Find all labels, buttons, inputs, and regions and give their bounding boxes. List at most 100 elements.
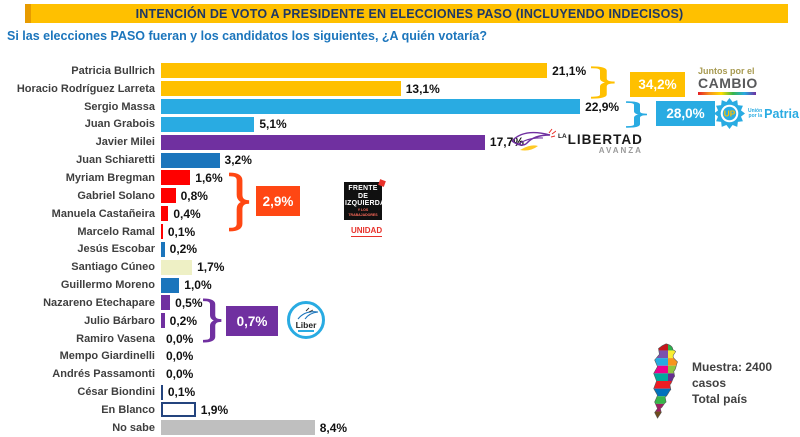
frente-de-izquierda-logo: FRENTE DE IZQUIERDA Y LOS TRABAJADORES U…: [344, 179, 386, 238]
jxc-logo-main-text: CAMBIO: [698, 75, 758, 91]
candidate-label: Santiago Cúneo: [71, 261, 155, 274]
candidate-label: Julio Bárbaro: [84, 314, 155, 327]
candidate-bar: [161, 63, 548, 79]
value-label: 0,8%: [180, 188, 208, 203]
chart-row: Mempo Giardinelli 0,0%: [0, 348, 800, 366]
group-total-value: 0,7%: [236, 313, 268, 329]
chart-row: Horacio Rodríguez Larreta 13,1%: [0, 80, 800, 98]
value-label: 0,4%: [173, 206, 201, 221]
report-title-banner: INTENCIÓN DE VOTO A PRESIDENTE EN ELECCI…: [25, 4, 788, 23]
value-label: 0,0%: [166, 349, 194, 364]
candidate-label: En Blanco: [101, 403, 155, 416]
lla-eagle-icon: [511, 128, 556, 151]
candidate-label: Gabriel Solano: [77, 189, 155, 202]
value-label: 22,9%: [585, 99, 620, 114]
candidate-label: Sergio Massa: [84, 100, 155, 113]
candidate-label: Mempo Giardinelli: [59, 350, 155, 363]
chart-row: César Biondini 0,1%: [0, 383, 800, 401]
group-total-frente-de-izquierda: 2,9%: [256, 186, 300, 216]
candidate-label: Andrés Passamonti: [52, 368, 155, 381]
candidate-bar: [161, 259, 193, 275]
value-label: 8,4%: [319, 420, 348, 435]
candidate-label: Guillermo Moreno: [60, 279, 155, 292]
candidate-bar: [161, 99, 581, 115]
chart-row: Javier Milei 17,7%: [0, 133, 800, 151]
chart-row: Andrés Passamonti 0,0%: [0, 365, 800, 383]
union-por-la-patria-logo: UP Unión por la Patria: [714, 98, 799, 129]
candidate-bar: [161, 206, 169, 222]
up-small-text: Unión por la: [748, 107, 763, 119]
svg-text:UP: UP: [724, 110, 736, 119]
up-main-text: Patria: [764, 106, 799, 121]
value-label: 13,1%: [405, 81, 440, 96]
fit-unidad-text: UNIDAD: [351, 225, 383, 237]
candidate-bar: [161, 295, 171, 311]
candidate-label: Horacio Rodríguez Larreta: [16, 82, 155, 95]
value-label: 0,0%: [166, 331, 194, 346]
chart-row: Manuela Castañeira 0,4%: [0, 205, 800, 223]
candidate-label: Jesús Escobar: [77, 243, 155, 256]
chart-row: Santiago Cúneo 1,7%: [0, 258, 800, 276]
liber-underline: [298, 330, 314, 332]
candidate-bar: [161, 116, 255, 132]
chart-row: Juan Grabois 5,1%: [0, 116, 800, 134]
group-total-juntos-por-el-cambio: 34,2%: [630, 72, 685, 97]
value-label: 0,1%: [167, 385, 196, 400]
candidate-bar: [161, 277, 180, 293]
brace-juntos-por-el-cambio: [591, 66, 615, 99]
group-total-union-por-la-patria: 28,0%: [656, 101, 715, 126]
value-label: 17,7%: [489, 135, 524, 150]
candidate-bar: [161, 134, 485, 150]
chart-row: Gabriel Solano 0,8%: [0, 187, 800, 205]
value-label: 0,2%: [169, 313, 198, 328]
candidate-label: Juan Schiaretti: [76, 154, 155, 167]
chart-row: Ramiro Vasena 0,0%: [0, 330, 800, 348]
value-label: 21,1%: [552, 63, 587, 78]
candidate-bar: [161, 402, 196, 418]
value-label: 1,0%: [184, 278, 212, 293]
juntos-por-el-cambio-logo: Juntos por el CAMBIO: [698, 66, 758, 95]
chart-row: Guillermo Moreno 1,0%: [0, 276, 800, 294]
candidate-bar: [161, 384, 163, 400]
sample-note: Muestra: 2400 casos Total país: [692, 359, 800, 407]
candidate-label: Juan Grabois: [84, 118, 155, 131]
candidate-bar: [161, 224, 163, 240]
chart-row: Nazareno Etechapare 0,5%: [0, 294, 800, 312]
candidate-label: Ramiro Vasena: [76, 332, 155, 345]
jxc-rainbow-underline: [698, 92, 756, 95]
value-label: 0,5%: [175, 295, 203, 310]
chart-row: Myriam Bregman 1,6%: [0, 169, 800, 187]
brace-union-por-la-patria: [626, 101, 648, 128]
chart-row: Julio Bárbaro 0,2%: [0, 312, 800, 330]
liber-bird-icon: [297, 307, 319, 320]
value-label: 0,2%: [169, 242, 198, 257]
candidate-label: Nazareno Etechapare: [43, 296, 155, 309]
candidate-bar: [161, 170, 191, 186]
lla-sub-text: AVANZA: [598, 146, 643, 155]
value-label: 5,1%: [259, 117, 287, 132]
chart-row: Juan Schiaretti 3,2%: [0, 151, 800, 169]
chart-row: Sergio Massa 22,9%: [0, 98, 800, 116]
candidate-bar: [161, 241, 165, 257]
fit-line3: Y LOS TRABAJADORES: [348, 207, 378, 217]
group-total-liber: 0,7%: [226, 306, 278, 336]
chart-row: Marcelo Ramal 0,1%: [0, 223, 800, 241]
liber-logo: Liber: [287, 301, 325, 339]
candidate-label: César Biondini: [77, 386, 155, 399]
sample-size: Muestra: 2400 casos: [692, 360, 773, 390]
candidate-bar: [161, 313, 165, 329]
chart-row: Jesús Escobar 0,2%: [0, 240, 800, 258]
candidate-bar: [161, 420, 315, 436]
sample-scope: Total país: [692, 392, 748, 406]
brace-frente-de-izquierda: [229, 172, 250, 232]
liber-text: Liber: [295, 320, 317, 330]
candidate-label: Myriam Bregman: [65, 171, 155, 184]
question-subtitle: Si las elecciones PASO fueran y los cand…: [7, 29, 487, 43]
value-label: 3,2%: [224, 153, 252, 168]
lla-main-text: LIBERTAD: [567, 132, 643, 147]
page-title: INTENCIÓN DE VOTO A PRESIDENTE EN ELECCI…: [135, 6, 684, 21]
value-label: 0,0%: [166, 367, 194, 382]
candidate-bar: [161, 188, 176, 204]
lla-la-text: LA: [558, 133, 567, 140]
